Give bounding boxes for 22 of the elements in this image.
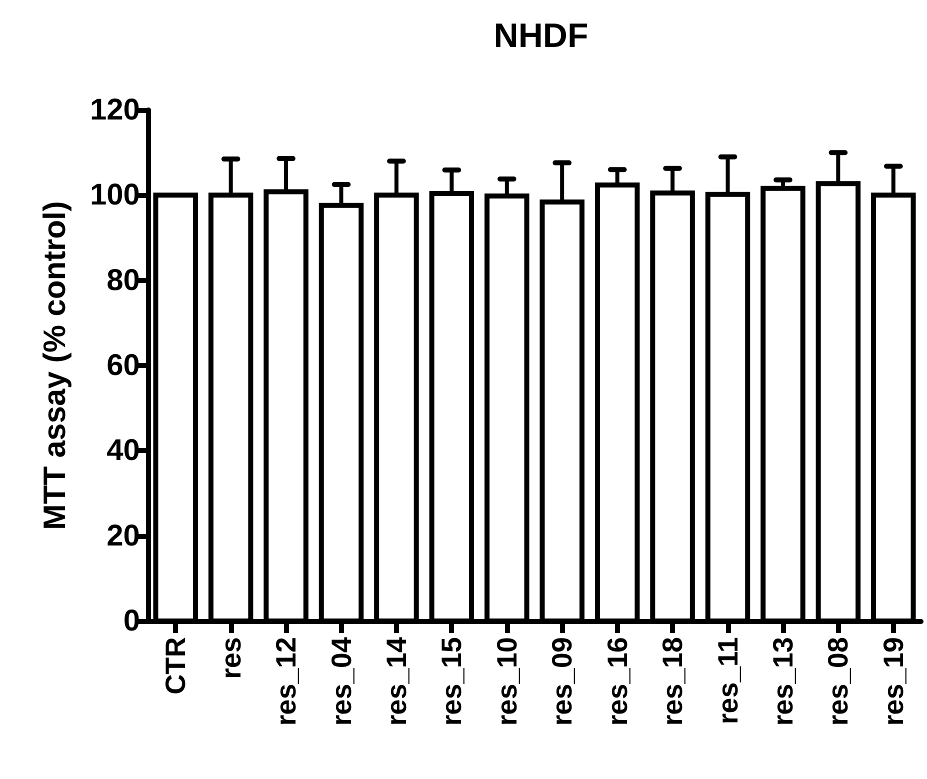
x-tick-label: res_10 [491,637,522,726]
x-tick-label: res_04 [326,636,357,726]
x-tick-label: res_13 [767,637,798,726]
x-tick-label: res_15 [436,637,468,726]
x-tick-label: res_09 [546,637,578,726]
x-tick-label: res_14 [380,636,412,726]
y-tick-label: 40 [106,434,140,468]
y-tick-label: 120 [90,94,140,126]
y-tick-label: 20 [106,519,140,552]
y-tick-label: 60 [106,349,140,382]
x-tick-label: res_19 [878,637,909,726]
chart-title: NHDF [494,17,588,55]
y-axis-title: MTT assay (% control) [37,201,72,530]
x-tick-label: res_16 [602,637,633,726]
y-tick-label: 80 [106,264,140,297]
x-tick-label: res_18 [657,637,688,726]
x-tick-label: CTR [160,637,192,695]
x-tick-label: res_12 [270,637,302,726]
y-tick-label: 100 [90,178,140,212]
x-tick-label: res [215,637,246,680]
x-tick-label: res_11 [712,637,744,724]
x-tick-label: res_08 [822,637,854,726]
